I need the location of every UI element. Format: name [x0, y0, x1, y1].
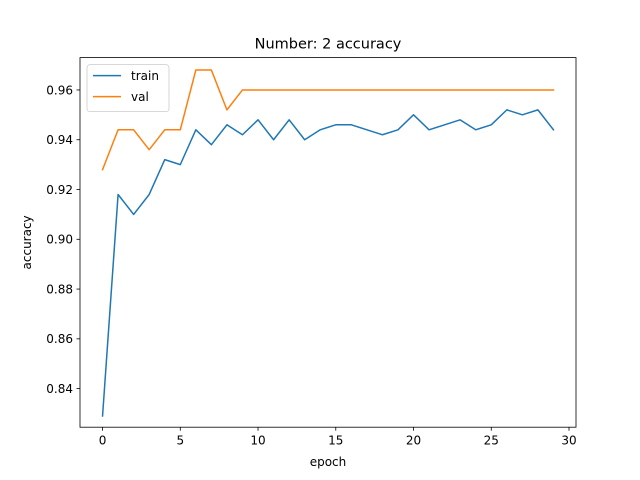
chart-title: Number: 2 accuracy: [255, 37, 402, 53]
x-tick-label: 15: [328, 434, 343, 448]
legend-label-val: val: [131, 90, 149, 104]
axes: 0 5 10 15 20 25 30 0.84 0.86 0.88 0.90 0.92 0.94 0.96: [46, 57, 577, 448]
y-tick-label: 0.94: [46, 133, 73, 147]
y-tick-label: 0.90: [46, 233, 73, 247]
series-line-val: [101, 69, 555, 171]
x-tick-label: 10: [250, 434, 265, 448]
legend: train val: [86, 64, 170, 112]
y-tick-label: 0.96: [46, 83, 73, 97]
x-tick-label: 25: [484, 434, 499, 448]
axes-frame: [79, 57, 577, 428]
x-tick-label: 5: [176, 434, 184, 448]
y-tick-label: 0.84: [46, 382, 73, 396]
x-axis-label: epoch: [310, 455, 347, 469]
y-tick-label: 0.92: [46, 183, 73, 197]
x-tick-label: 30: [561, 434, 576, 448]
y-tick-label: 0.86: [46, 332, 73, 346]
y-tick-label: 0.88: [46, 282, 73, 296]
series-line-train: [101, 109, 555, 417]
y-axis-label: accuracy: [20, 215, 34, 269]
plot-area: [101, 69, 555, 417]
x-tick-label: 20: [406, 434, 421, 448]
legend-label-train: train: [131, 69, 159, 83]
x-tick-label: 0: [99, 434, 107, 448]
